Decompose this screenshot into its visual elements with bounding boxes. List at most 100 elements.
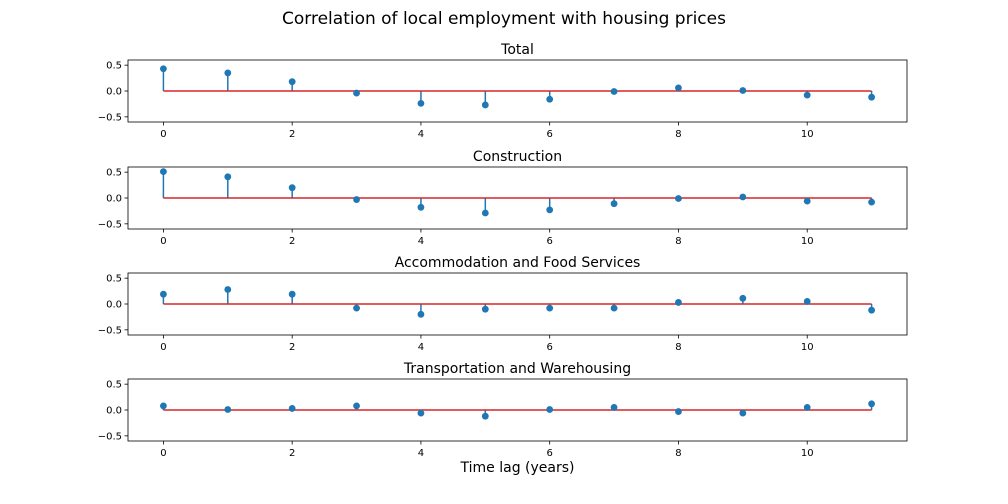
stem-marker [224,69,232,77]
y-tick-label: 0.5 [106,61,122,72]
axes-frame [127,166,908,230]
stem-marker [739,409,747,417]
stem-marker [868,306,875,314]
stem-marker [803,404,811,411]
stem-marker [675,299,682,306]
x-tick-label: 6 [547,448,553,459]
y-tick-label: −0.5 [98,431,122,442]
stem-marker [868,93,875,101]
x-tick-label: 0 [160,342,166,353]
x-tick-label: 8 [675,236,681,247]
x-tick-label: 6 [547,236,553,247]
figure-title: Correlation of local employment with hou… [282,9,726,29]
stem-marker [481,209,489,217]
stem-marker [675,195,682,202]
stem-marker [353,196,360,203]
stem-marker [224,286,232,293]
stem-marker [610,88,618,95]
stem-marker [224,406,232,413]
subplot-title: Construction [473,149,562,165]
y-tick-label: 0.5 [106,168,122,179]
y-tick-label: 0.0 [106,406,122,417]
stem-marker [610,304,618,312]
x-tick-label: 10 [801,236,814,247]
stem-marker [675,84,682,92]
stem-marker [803,91,811,99]
x-tick-label: 10 [801,342,814,353]
x-tick-label: 8 [675,342,681,353]
stem-marker [481,412,489,420]
stem-marker [546,95,554,103]
y-tick-label: 0.0 [106,300,122,311]
subplot-2: Construction 0 2 4 6 8 10 0.5 0.0 −0.5 [98,149,908,247]
y-tick-label: −0.5 [98,325,122,336]
stem-marker [288,78,296,86]
stem-marker [739,294,747,302]
stem-marker [288,405,296,412]
x-tick-label: 4 [418,448,424,459]
stem-marker [160,290,167,298]
x-tick-label: 8 [675,129,681,140]
subplot-4: Transportation and Warehousing 0 2 4 6 8 10 0.5… [98,361,908,476]
stem-marker [417,310,425,318]
axes-frame [127,59,908,123]
stem-marker [160,168,167,176]
stem-marker [288,290,296,298]
stem-marker [353,304,360,312]
stem-marker [481,305,489,313]
stem-marker [546,304,554,312]
stem-marker [417,203,425,211]
axes-frame [127,378,908,442]
subplot-title: Transportation and Warehousing [403,361,631,377]
stem-marker [160,402,167,410]
subplot-title: Total [500,42,534,58]
x-tick-label: 6 [547,129,553,140]
stem-marker [353,89,360,97]
x-tick-label: 2 [289,236,295,247]
stem-marker [546,206,554,214]
x-tick-label: 0 [160,236,166,247]
y-tick-label: −0.5 [98,112,122,123]
stem-marker [803,197,811,205]
x-tick-label: 2 [289,342,295,353]
stem-marker [739,87,747,94]
y-tick-label: 0.0 [106,87,122,98]
x-tick-label: 4 [418,129,424,140]
stem-marker [288,184,296,192]
stem-marker [417,409,425,417]
x-tick-label: 0 [160,129,166,140]
stem-marker [546,406,554,413]
stem-marker [610,404,618,411]
stem-marker [868,400,875,408]
y-tick-label: −0.5 [98,219,122,230]
stem-marker [417,100,425,107]
x-tick-label: 0 [160,448,166,459]
stem-marker [610,200,618,208]
subplot-1: Total 0 2 4 6 8 10 0.5 0.0 −0.5 [98,42,908,140]
x-tick-label: 2 [289,448,295,459]
y-tick-label: 0.5 [106,380,122,391]
x-tick-label: 10 [801,129,814,140]
x-tick-label: 2 [289,129,295,140]
stem-marker [803,298,811,305]
x-tick-label: 6 [547,342,553,353]
y-tick-label: 0.5 [106,274,122,285]
stem-marker [224,173,232,181]
stem-marker [868,198,875,206]
x-axis-label: Time lag (years) [460,460,575,476]
x-tick-label: 10 [801,448,814,459]
y-tick-label: 0.0 [106,194,122,205]
subplot-title: Accommodation and Food Services [395,255,641,271]
x-tick-label: 4 [418,342,424,353]
stem-marker [353,402,360,410]
x-tick-label: 4 [418,236,424,247]
stem-marker [481,101,489,109]
subplot-3: Accommodation and Food Services 0 2 4 6 8 10 0.… [98,255,908,353]
stem-marker [675,408,682,415]
stem-marker [739,193,747,201]
subplots: Total 0 2 4 6 8 10 0.5 0.0 −0.5 Construction 0 2 4 6 8 1… [98,42,908,476]
x-tick-label: 8 [675,448,681,459]
stem-marker [160,65,167,73]
axes-frame [127,272,908,336]
